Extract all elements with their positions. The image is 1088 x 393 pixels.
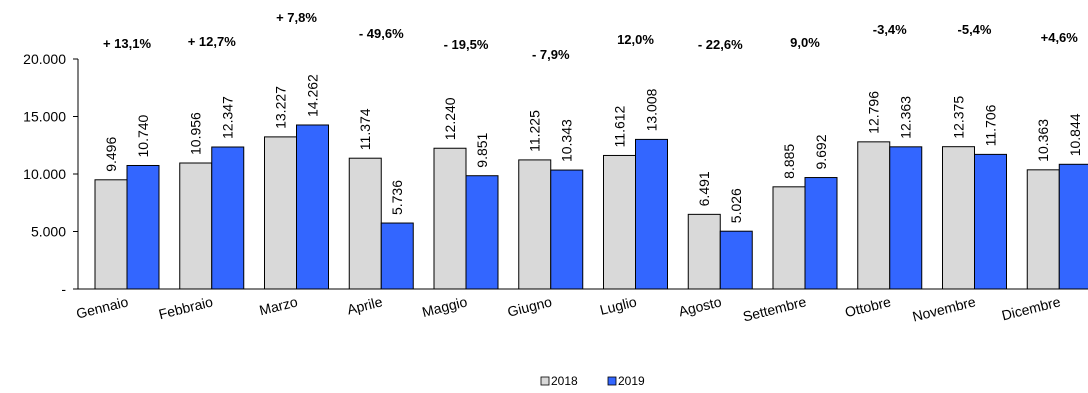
value-label: 9.851 (474, 132, 490, 167)
bar-2018-dicembre (1026, 169, 1060, 290)
value-label: 5.736 (389, 180, 405, 215)
bar-2018-gennaio (94, 179, 128, 290)
y-tick-label: 20.000 (23, 51, 66, 67)
value-label: 10.844 (1067, 113, 1083, 156)
y-tick-label: - (61, 281, 66, 297)
bar-2019-agosto (719, 230, 753, 290)
bar-2019-dicembre (1058, 163, 1088, 290)
bar-2019-maggio (465, 175, 499, 290)
change-label: - 22,6% (698, 37, 743, 52)
value-label: 12.347 (220, 96, 236, 139)
value-label: 11.706 (983, 104, 999, 146)
bars-group (94, 124, 1088, 290)
change-label: + 7,8% (276, 10, 317, 25)
x-tick-label: Giugno (506, 293, 554, 319)
bar-2018-luglio (603, 154, 636, 290)
x-tick-label: Ottobre (843, 293, 892, 320)
change-label: -5,4% (958, 22, 992, 37)
y-tick-label: 15.000 (23, 109, 66, 125)
change-label: 12,0% (617, 32, 654, 47)
value-labels-group: 9.496 10.740 10.956 12.347 13.227 14.262 11.37… (103, 74, 1083, 223)
value-label: 14.262 (305, 74, 321, 117)
x-tick-label: Agosto (677, 293, 723, 319)
value-label: 8.885 (781, 144, 797, 179)
bar-2018-febbraio (179, 162, 213, 290)
change-label: - 49,6% (359, 26, 404, 41)
value-label: 12.796 (866, 91, 882, 134)
bar-2019-ottobre (889, 146, 923, 290)
change-label: - 7,9% (532, 47, 570, 62)
y-axis: - 5.000 10.000 15.000 20.000 (23, 51, 1088, 297)
legend-swatch-2018 (540, 376, 550, 386)
bar-2019-luglio (635, 138, 668, 290)
change-labels-group: + 13,1% + 12,7% + 7,8% - 49,6% - 19,5% - 7,9%… (103, 10, 1078, 62)
x-tick-label: Luglio (598, 293, 638, 318)
bar-2018-settembre (772, 186, 806, 290)
bar-2019-febbraio (211, 146, 245, 290)
bar-2018-agosto (687, 213, 721, 290)
bar-2018-aprile (348, 157, 382, 290)
change-label: -3,4% (873, 22, 907, 37)
bar-2018-maggio (433, 147, 467, 290)
value-label: 13.227 (273, 86, 289, 129)
value-label: 11.612 (612, 105, 628, 147)
x-tick-label: Dicembre (1000, 293, 1062, 323)
value-label: 10.956 (188, 112, 204, 155)
y-tick-label: 5.000 (31, 224, 66, 240)
bar-2019-marzo (296, 124, 329, 290)
bar-2018-ottobre (857, 141, 891, 290)
value-label: 9.496 (103, 137, 119, 172)
change-label: +4,6% (1041, 30, 1079, 45)
bar-2019-novembre (974, 153, 1007, 290)
x-tick-label: Gennaio (74, 293, 129, 321)
bar-2018-novembre (942, 146, 975, 290)
value-label: 12.240 (442, 97, 458, 140)
value-label: 11.374 (357, 108, 373, 150)
bar-2018-giugno (518, 159, 552, 290)
value-label: 13.008 (644, 88, 660, 131)
x-tick-label: Aprile (345, 293, 384, 317)
value-label: 6.491 (696, 171, 712, 206)
change-label: + 12,7% (188, 34, 237, 49)
y-tick-label: 10.000 (23, 166, 66, 182)
bar-2019-giugno (550, 169, 584, 290)
x-tick-label: Febbraio (157, 293, 215, 322)
change-label: 9,0% (790, 35, 820, 50)
bar-2019-settembre (804, 177, 838, 290)
x-axis-labels-group: Gennaio Febbraio Marzo Aprile Maggio Giugno Lu… (74, 293, 1062, 324)
x-tick-label: Settembre (741, 293, 808, 324)
value-label: 12.375 (951, 96, 967, 139)
legend: 2018 2019 (540, 374, 645, 388)
bar-2018-marzo (264, 136, 297, 290)
legend-label-2018: 2018 (551, 374, 578, 388)
value-label: 10.740 (135, 114, 151, 157)
change-label: + 13,1% (103, 36, 152, 51)
legend-swatch-2019 (607, 376, 617, 386)
value-label: 10.343 (559, 119, 575, 162)
bar-2019-aprile (380, 222, 414, 290)
x-tick-label: Marzo (258, 293, 300, 318)
change-label: - 19,5% (444, 37, 489, 52)
value-label: 9.692 (813, 134, 829, 169)
value-label: 10.363 (1035, 119, 1051, 162)
legend-label-2019: 2019 (618, 374, 645, 388)
x-tick-label: Novembre (911, 293, 978, 324)
x-tick-label: Maggio (420, 293, 469, 320)
value-label: 11.225 (527, 110, 543, 152)
bar-2019-gennaio (126, 164, 160, 290)
value-label: 12.363 (898, 96, 914, 139)
value-label: 5.026 (728, 188, 744, 223)
